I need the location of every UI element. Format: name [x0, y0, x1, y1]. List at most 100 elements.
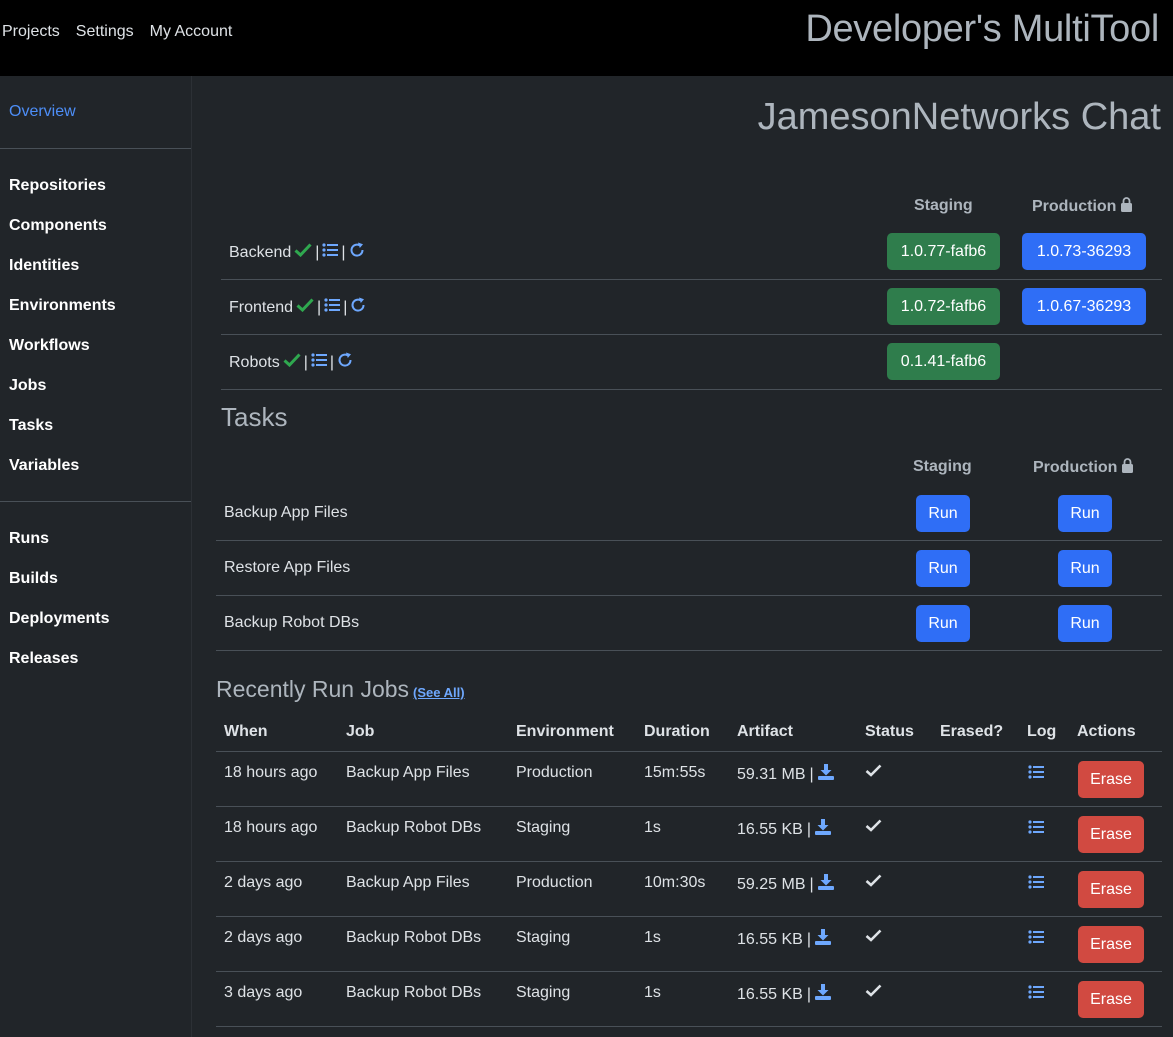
- download-icon[interactable]: [814, 819, 831, 840]
- separator: |: [303, 353, 308, 371]
- list-icon[interactable]: [311, 353, 327, 372]
- job-name: Backup App Files: [346, 874, 470, 891]
- sidebar-item-builds[interactable]: Builds: [9, 570, 58, 587]
- run-staging-button[interactable]: Run: [916, 605, 970, 642]
- list-icon[interactable]: [322, 243, 339, 262]
- refresh-icon[interactable]: [350, 297, 366, 318]
- sidebar-item-releases[interactable]: Releases: [9, 650, 79, 667]
- separator: |: [343, 298, 348, 316]
- job-when: 2 days ago: [224, 929, 303, 946]
- status-check-icon: [865, 819, 882, 837]
- job-environment: Staging: [516, 929, 571, 946]
- status-check-icon: [865, 764, 882, 782]
- sidebar-item-components[interactable]: Components: [9, 217, 107, 234]
- col-job: Job: [346, 723, 375, 740]
- job-artifact: 16.55 KB |: [737, 929, 831, 950]
- app-brand[interactable]: Developer's MultiTool: [805, 8, 1159, 50]
- sidebar-item-deployments[interactable]: Deployments: [9, 610, 110, 627]
- run-production-button[interactable]: Run: [1058, 550, 1112, 587]
- sidebar-item-tasks[interactable]: Tasks: [9, 417, 54, 434]
- run-staging-button[interactable]: Run: [916, 495, 970, 532]
- job-artifact: 59.31 MB |: [737, 764, 834, 785]
- status-check-icon: [865, 929, 882, 947]
- job-artifact: 59.25 MB |: [737, 874, 834, 895]
- row-divider: [216, 1026, 1162, 1027]
- sidebar-item-repositories[interactable]: Repositories: [9, 177, 106, 194]
- row-divider: [221, 279, 1162, 280]
- refresh-icon[interactable]: [337, 352, 353, 373]
- job-duration: 1s: [644, 984, 661, 1001]
- row-divider: [221, 334, 1162, 335]
- erase-button[interactable]: Erase: [1078, 816, 1144, 853]
- staging-version-badge[interactable]: 1.0.72-fafb6: [887, 288, 1000, 325]
- sidebar: Overview Repositories Components Identit…: [0, 76, 192, 1037]
- production-version-badge[interactable]: 1.0.67-36293: [1022, 288, 1146, 325]
- nav-link-settings[interactable]: Settings: [75, 23, 134, 40]
- sidebar-item-variables[interactable]: Variables: [9, 457, 80, 474]
- log-list-icon[interactable]: [1028, 985, 1044, 1004]
- log-list-icon[interactable]: [1028, 930, 1044, 949]
- sidebar-item-workflows[interactable]: Workflows: [9, 337, 90, 354]
- sidebar-item-identities[interactable]: Identities: [9, 257, 80, 274]
- log-list-icon[interactable]: [1028, 875, 1044, 894]
- log-list-icon[interactable]: [1028, 765, 1044, 784]
- col-duration: Duration: [644, 723, 710, 740]
- sidebar-item-environments[interactable]: Environments: [9, 297, 116, 314]
- sidebar-divider: [0, 148, 191, 149]
- job-artifact: 16.55 KB |: [737, 819, 831, 840]
- sidebar-item-overview[interactable]: Overview: [9, 103, 76, 120]
- erase-button[interactable]: Erase: [1078, 761, 1144, 798]
- staging-version-badge[interactable]: 1.0.77-fafb6: [887, 233, 1000, 270]
- component-name: Frontend: [229, 298, 294, 316]
- download-icon[interactable]: [817, 764, 834, 785]
- component-row-backend: Backend | |: [229, 242, 365, 263]
- sidebar-item-runs[interactable]: Runs: [9, 530, 49, 547]
- separator: |: [317, 298, 322, 316]
- col-log: Log: [1027, 723, 1057, 740]
- refresh-icon[interactable]: [349, 242, 365, 263]
- component-name: Backend: [229, 243, 292, 261]
- run-production-button[interactable]: Run: [1058, 605, 1112, 642]
- check-icon: [294, 243, 312, 262]
- col-environment: Environment: [516, 723, 614, 740]
- download-icon[interactable]: [814, 929, 831, 950]
- separator: |: [806, 930, 811, 948]
- job-duration: 15m:55s: [644, 764, 706, 781]
- separator: |: [806, 820, 811, 838]
- component-row-robots: Robots | |: [229, 352, 353, 373]
- top-nav-links: Projects Settings My Account: [2, 23, 232, 41]
- separator: |: [315, 243, 320, 261]
- nav-link-my-account[interactable]: My Account: [149, 23, 233, 40]
- separator: |: [809, 765, 814, 783]
- download-icon[interactable]: [817, 874, 834, 895]
- row-divider: [221, 389, 1162, 390]
- task-name: Restore App Files: [224, 559, 351, 576]
- lock-icon: [1120, 197, 1133, 217]
- erase-button[interactable]: Erase: [1078, 981, 1144, 1018]
- production-version-badge[interactable]: 1.0.73-36293: [1022, 233, 1146, 270]
- see-all-link[interactable]: (See All): [413, 685, 465, 700]
- nav-link-projects[interactable]: Projects: [2, 23, 60, 40]
- tasks-staging-header: Staging: [913, 458, 972, 475]
- log-list-icon[interactable]: [1028, 820, 1044, 839]
- job-when: 18 hours ago: [224, 764, 318, 781]
- separator: |: [329, 353, 335, 371]
- run-production-button[interactable]: Run: [1058, 495, 1112, 532]
- job-when: 18 hours ago: [224, 819, 318, 836]
- col-actions: Actions: [1077, 723, 1136, 740]
- erase-button[interactable]: Erase: [1078, 926, 1144, 963]
- col-artifact: Artifact: [737, 723, 794, 740]
- staging-version-badge[interactable]: 0.1.41-fafb6: [887, 343, 1000, 380]
- row-divider: [216, 806, 1162, 807]
- job-when: 2 days ago: [224, 874, 303, 891]
- production-header-label: Production: [1032, 198, 1117, 215]
- list-icon[interactable]: [324, 298, 341, 317]
- components-production-header: Production: [1032, 197, 1133, 217]
- job-name: Backup Robot DBs: [346, 984, 482, 1001]
- job-duration: 1s: [644, 819, 661, 836]
- download-icon[interactable]: [814, 984, 831, 1005]
- erase-button[interactable]: Erase: [1078, 871, 1144, 908]
- artifact-size: 59.25 MB: [737, 875, 806, 893]
- sidebar-item-jobs[interactable]: Jobs: [9, 377, 47, 394]
- run-staging-button[interactable]: Run: [916, 550, 970, 587]
